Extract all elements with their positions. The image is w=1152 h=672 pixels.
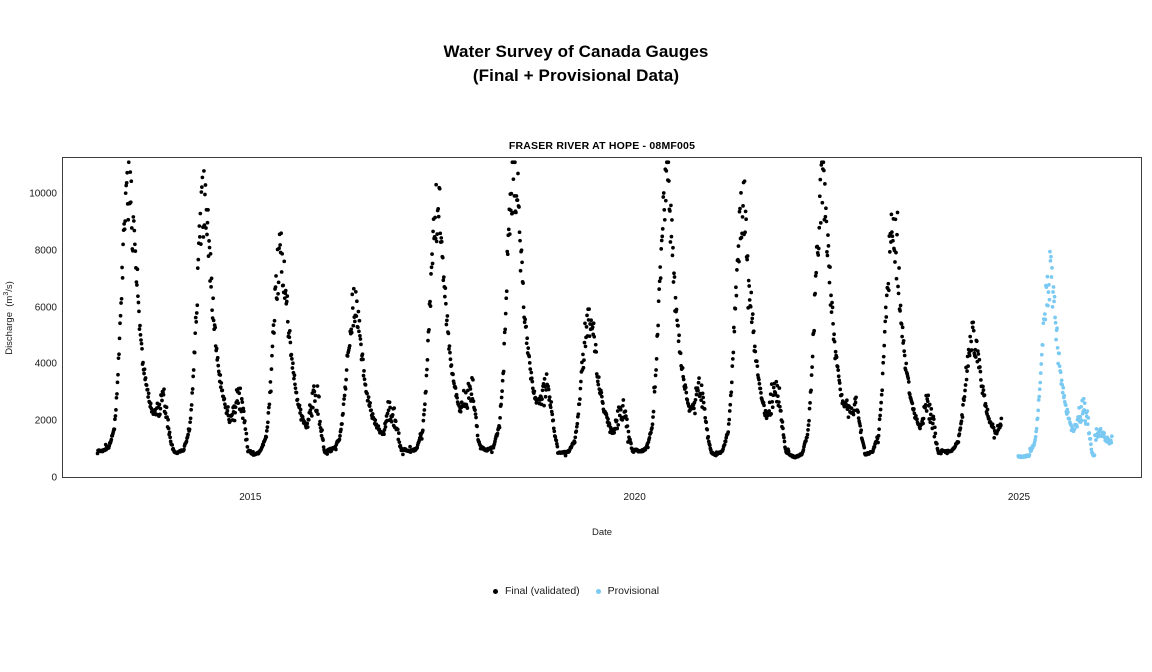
x-axis-tick-label: 2020: [623, 492, 646, 503]
legend-marker-provisional-dot: [595, 588, 601, 594]
y-axis-tick-label: 6000: [34, 302, 57, 314]
x-axis-tick-label: 2015: [239, 492, 262, 503]
legend-label-provisional: Provisional: [607, 585, 660, 597]
figure-title: Water Survey of Canada Gauges (Final + P…: [0, 40, 1152, 88]
y-axis-tick-label: 2000: [34, 415, 57, 427]
x-axis-label: Date: [591, 527, 613, 538]
y-axis-ticks: 0 2000 4000 6000 8000 10000: [0, 0, 57, 672]
x-axis-tick-label: 2025: [1007, 492, 1031, 503]
legend-item-final[interactable]: Final (validated): [492, 585, 580, 597]
figure-title-line-1: Water Survey of Canada Gauges: [443, 42, 709, 61]
scatter-points-layer: [95, 160, 1114, 460]
y-axis-tick-label: 4000: [34, 358, 57, 370]
panel-title: FRASER RIVER AT HOPE - 08MF005: [508, 140, 696, 152]
y-axis-tick-label: 0: [51, 472, 57, 484]
legend-item-provisional[interactable]: Provisional: [595, 585, 660, 597]
legend-marker-final-dot: [492, 588, 498, 594]
y-axis-tick-label: 8000: [34, 245, 57, 257]
chart-legend: Final (validated) Provisional: [0, 585, 1152, 597]
y-axis-tick-label: 10000: [29, 188, 57, 200]
plot-area: [62, 157, 1142, 478]
legend-label-final: Final (validated): [504, 585, 580, 597]
figure-title-line-2: (Final + Provisional Data): [472, 66, 680, 85]
